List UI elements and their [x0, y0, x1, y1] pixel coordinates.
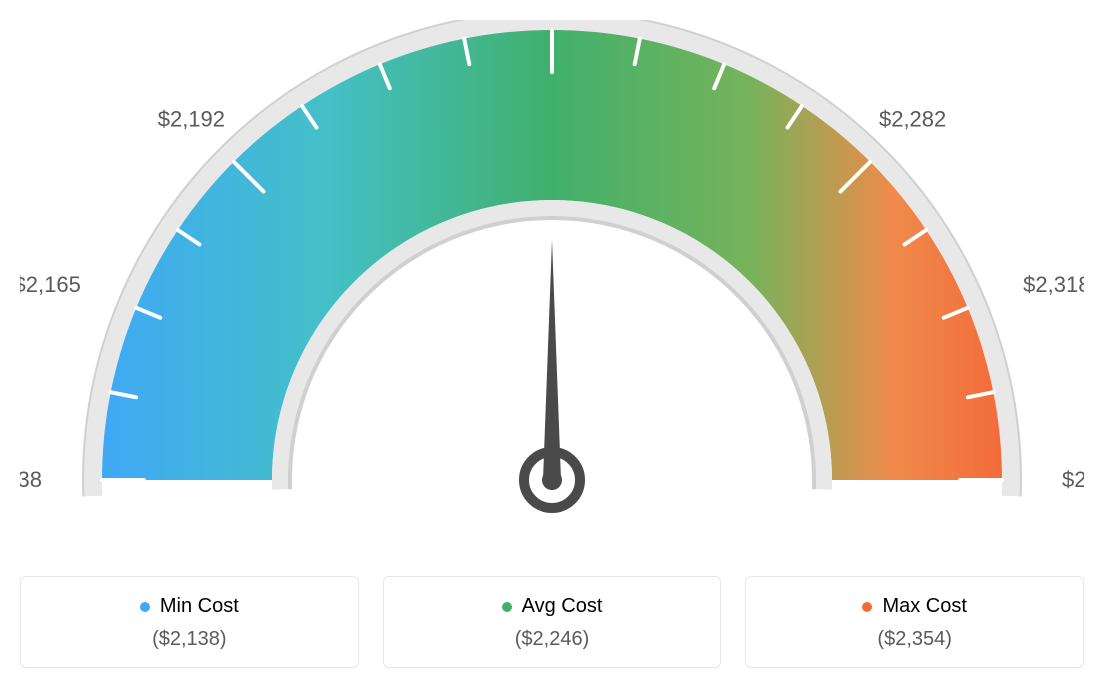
gauge-tick-label: $2,354 — [1062, 467, 1084, 492]
cost-gauge-chart: $2,138$2,165$2,192$2,246$2,282$2,318$2,3… — [20, 20, 1084, 668]
legend-card-min: Min Cost ($2,138) — [20, 576, 359, 668]
legend-card-avg: Avg Cost ($2,246) — [383, 576, 722, 668]
dot-icon — [140, 602, 150, 612]
gauge-tick-label: $2,318 — [1023, 272, 1084, 297]
legend-label: Max Cost — [882, 595, 966, 618]
gauge-tick-label: $2,282 — [879, 106, 946, 131]
legend-title-max: Max Cost — [862, 595, 966, 618]
gauge-tick-label: $2,192 — [158, 106, 225, 131]
gauge-tick-label: $2,138 — [20, 467, 42, 492]
legend-row: Min Cost ($2,138) Avg Cost ($2,246) Max … — [20, 576, 1084, 668]
legend-value: ($2,246) — [404, 628, 701, 651]
legend-title-avg: Avg Cost — [502, 595, 603, 618]
legend-title-min: Min Cost — [140, 595, 239, 618]
legend-value: ($2,354) — [766, 628, 1063, 651]
gauge-tick-label: $2,165 — [20, 272, 81, 297]
gauge-svg: $2,138$2,165$2,192$2,246$2,282$2,318$2,3… — [20, 20, 1084, 540]
legend-label: Avg Cost — [522, 595, 603, 618]
legend-label: Min Cost — [160, 595, 239, 618]
dot-icon — [862, 602, 872, 612]
legend-value: ($2,138) — [41, 628, 338, 651]
dot-icon — [502, 602, 512, 612]
legend-card-max: Max Cost ($2,354) — [745, 576, 1084, 668]
